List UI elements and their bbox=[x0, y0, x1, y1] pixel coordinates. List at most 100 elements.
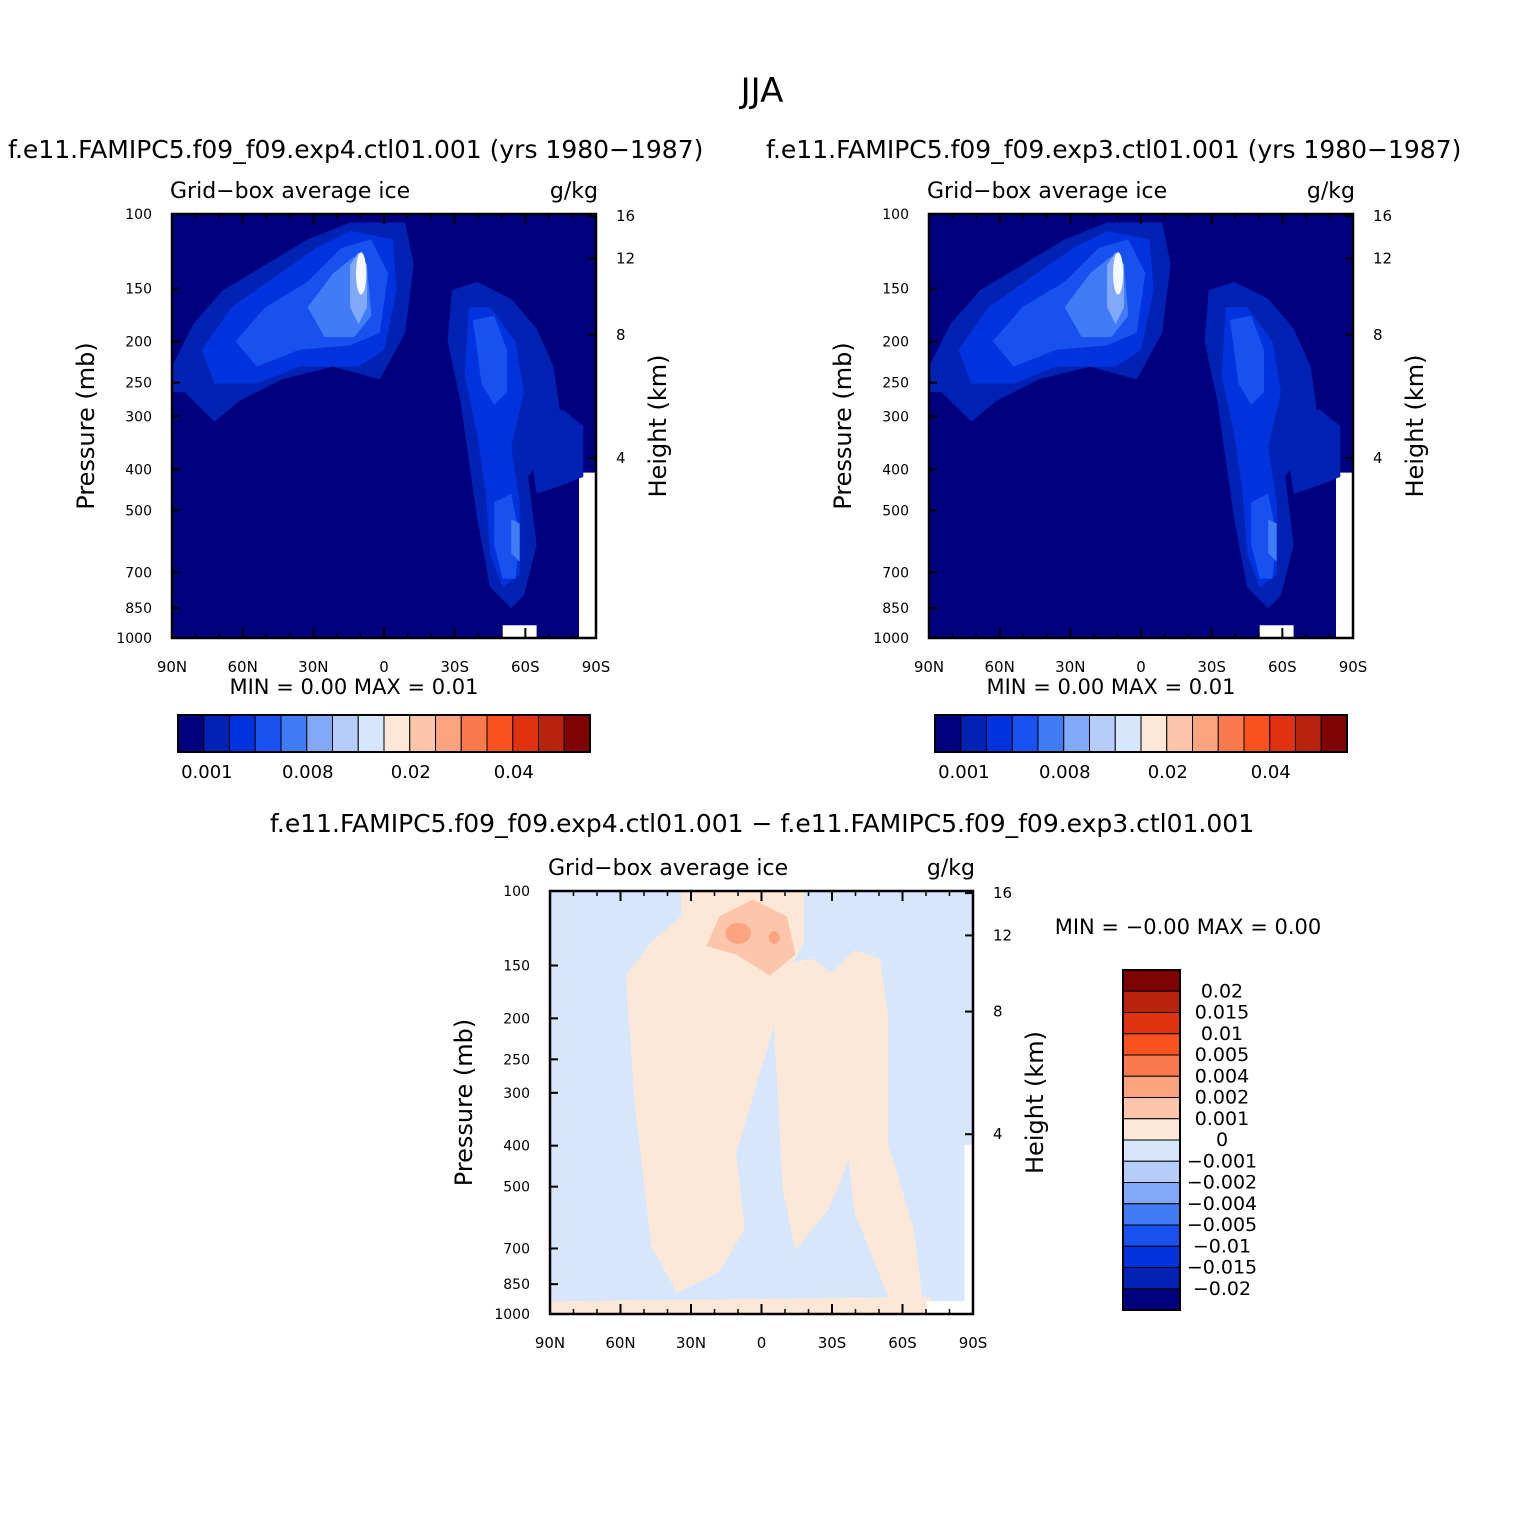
y-tick-label: 200 bbox=[125, 335, 152, 351]
colorbar-box bbox=[960, 714, 987, 753]
height-tick-label: 12 bbox=[993, 926, 1012, 944]
contour-level-3 bbox=[1230, 315, 1264, 405]
colorbar-box bbox=[1011, 714, 1039, 753]
missing-data bbox=[579, 472, 596, 638]
x-tick-label: 90S bbox=[959, 1334, 988, 1352]
colorbar-label: −0.01 bbox=[1193, 1235, 1251, 1257]
colorbar-box bbox=[1122, 1139, 1181, 1162]
y-axis-label: Pressure (mb) bbox=[450, 1019, 478, 1186]
colorbar-box bbox=[512, 714, 539, 753]
colorbar-box bbox=[1217, 714, 1245, 753]
contour-level-4 bbox=[1268, 519, 1277, 562]
contour-level-pos bbox=[829, 950, 923, 1298]
x-tick-label: 60S bbox=[888, 1334, 917, 1352]
x-tick-label: 90N bbox=[157, 658, 187, 676]
colorbar-box bbox=[280, 714, 308, 753]
colorbar-box bbox=[1122, 1075, 1181, 1098]
x-tick-label: 30S bbox=[440, 658, 469, 676]
colorbar-box bbox=[254, 714, 282, 753]
colorbar-label: 0.001 bbox=[1195, 1108, 1249, 1130]
missing-data bbox=[1259, 625, 1294, 638]
x-tick-label: 30N bbox=[1055, 658, 1085, 676]
colorbar-box bbox=[1122, 1097, 1181, 1120]
colorbar-frame bbox=[1122, 969, 1181, 1311]
height-tick-label: 8 bbox=[993, 1003, 1003, 1021]
x-tick-label: 90S bbox=[1339, 658, 1368, 676]
colorbar-label: −0.02 bbox=[1193, 1278, 1251, 1300]
missing-data bbox=[964, 1144, 973, 1314]
colorbar-box bbox=[1122, 1245, 1181, 1268]
y-tick-label: 1000 bbox=[873, 631, 909, 647]
colorbar-box bbox=[1166, 714, 1193, 753]
colorbar-label: 0.04 bbox=[494, 762, 534, 783]
colorbar-box bbox=[1295, 714, 1322, 753]
y-tick-label: 150 bbox=[125, 282, 152, 298]
colorbar-label: −0.005 bbox=[1187, 1214, 1257, 1236]
colorbar-box bbox=[1122, 1224, 1181, 1247]
colorbar-box bbox=[563, 714, 591, 753]
colorbar-1: MIN = 0.00 MAX = 0.01 0.001 0.008 0.02 0.04 bbox=[177, 675, 591, 783]
colorbar-box bbox=[306, 714, 333, 753]
contour-peak bbox=[725, 922, 751, 944]
y-tick-label: 100 bbox=[503, 884, 530, 900]
contour-level-1 bbox=[1285, 409, 1341, 494]
colorbar-box bbox=[383, 714, 411, 753]
y-tick-label: 200 bbox=[503, 1011, 530, 1027]
difference-title: f.e11.FAMIPC5.f09_f09.exp4.ctl01.001 − f… bbox=[269, 809, 1255, 838]
x-tick-label: 0 bbox=[757, 1334, 767, 1352]
x-tick-label: 90N bbox=[535, 1334, 565, 1352]
y-tick-label: 700 bbox=[882, 565, 909, 581]
colorbar-label: −0.015 bbox=[1187, 1257, 1257, 1279]
contour-field bbox=[172, 214, 596, 638]
height-tick-label: 12 bbox=[616, 250, 635, 268]
colorbar-label: 0.001 bbox=[938, 762, 990, 783]
variable-name: Grid−box average ice bbox=[548, 856, 788, 881]
contour-field bbox=[929, 214, 1353, 638]
y-tick-label: 250 bbox=[125, 376, 152, 392]
contour-peak bbox=[356, 252, 367, 295]
colorbar-2: MIN = 0.00 MAX = 0.01 0.001 0.008 0.02 0.04 bbox=[934, 675, 1348, 783]
x-tick-label: 60N bbox=[228, 658, 258, 676]
contour-level-3 bbox=[473, 315, 507, 405]
contour-level-pos bbox=[550, 1297, 931, 1314]
min-max-label: MIN = −0.00 MAX = 0.00 bbox=[1055, 915, 1322, 939]
height-tick-label: 8 bbox=[1373, 326, 1383, 344]
missing-data bbox=[502, 625, 537, 638]
y-tick-label: 400 bbox=[882, 462, 909, 478]
chart-panel-1: 100 150 200 250 300 400 500 700 850 1000 90N 60N 30N… bbox=[72, 179, 672, 676]
y-tick-label: 500 bbox=[882, 503, 909, 519]
y-tick-label: 250 bbox=[882, 376, 909, 392]
chart-panel-2: 100 150 200 250 300 400 500 700 850 1000 90N 60N 30N… bbox=[829, 179, 1429, 676]
y-tick-label: 1000 bbox=[494, 1307, 530, 1323]
colorbar-label: 0.001 bbox=[181, 762, 233, 783]
y-tick-label: 850 bbox=[882, 601, 909, 617]
colorbar-box bbox=[486, 714, 514, 753]
colorbar-box bbox=[1122, 990, 1181, 1013]
y-tick-label: 1000 bbox=[116, 631, 152, 647]
x-tick-label: 60N bbox=[605, 1334, 635, 1352]
colorbar-box bbox=[332, 714, 359, 753]
missing-data bbox=[1336, 472, 1353, 638]
colorbar-label: 0.04 bbox=[1251, 762, 1291, 783]
colorbar-box bbox=[357, 714, 385, 753]
colorbar-box bbox=[1122, 1033, 1181, 1056]
min-max-label: MIN = 0.00 MAX = 0.01 bbox=[987, 675, 1236, 699]
height-tick-label: 16 bbox=[993, 884, 1012, 902]
y-tick-label: 700 bbox=[125, 565, 152, 581]
y-tick-label: 500 bbox=[503, 1180, 530, 1196]
colorbar-box bbox=[460, 714, 488, 753]
y-axis-label: Pressure (mb) bbox=[829, 342, 857, 509]
height-tick-label: 8 bbox=[616, 326, 626, 344]
colorbar-box bbox=[229, 714, 256, 753]
colorbar-box bbox=[1320, 714, 1348, 753]
colorbar-label: 0.008 bbox=[282, 762, 334, 783]
contour-level-3 bbox=[1251, 493, 1277, 579]
colorbar-frame bbox=[934, 714, 1348, 753]
x-tick-label: 60S bbox=[511, 658, 540, 676]
chart-panel-3: 100 150 200 250 300 400 500 700 850 1000 90N 60N 30N… bbox=[450, 856, 1049, 1352]
height-tick-label: 4 bbox=[616, 449, 626, 467]
colorbar-box bbox=[1037, 714, 1065, 753]
colorbar-box bbox=[1122, 1054, 1181, 1077]
colorbar-box bbox=[1122, 1012, 1181, 1035]
